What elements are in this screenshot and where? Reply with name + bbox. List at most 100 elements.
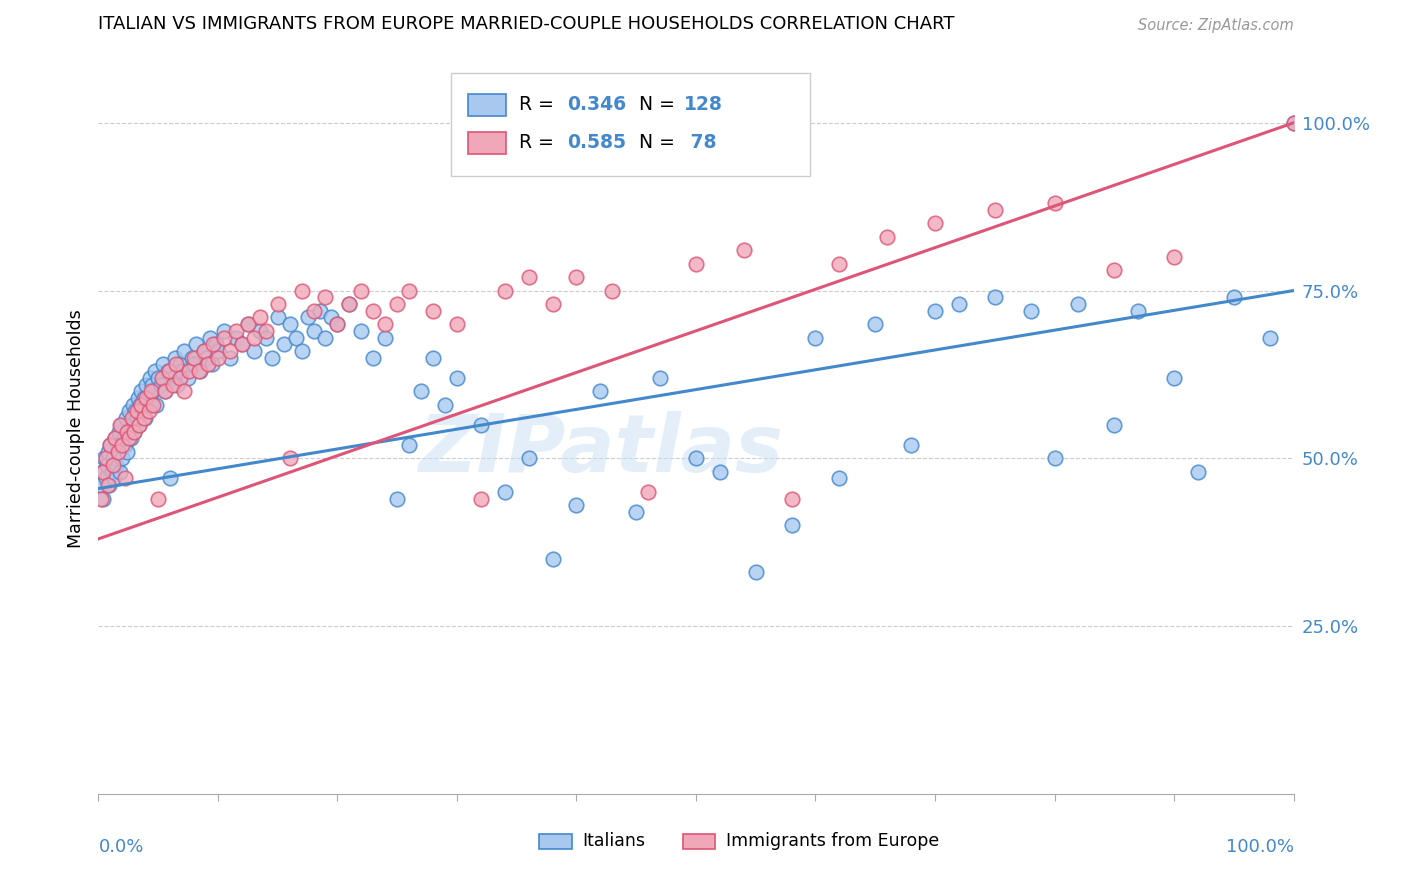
Point — [118, 404, 141, 418]
Point — [339, 297, 361, 311]
Point — [91, 465, 114, 479]
Point — [1223, 290, 1246, 304]
Point — [302, 303, 325, 318]
Point — [231, 337, 253, 351]
FancyBboxPatch shape — [451, 73, 810, 176]
Point — [685, 451, 707, 466]
Point — [236, 317, 259, 331]
Point — [308, 303, 330, 318]
Point — [193, 343, 215, 358]
Point — [131, 398, 153, 412]
Point — [1282, 116, 1305, 130]
Point — [121, 411, 143, 425]
Point — [626, 505, 648, 519]
Point — [470, 491, 492, 506]
Point — [100, 465, 122, 479]
Point — [278, 451, 301, 466]
Text: 78: 78 — [685, 134, 717, 153]
Point — [900, 438, 922, 452]
Point — [212, 330, 235, 344]
Point — [780, 491, 803, 506]
Point — [243, 343, 266, 358]
Point — [565, 270, 588, 285]
Point — [122, 398, 145, 412]
Point — [198, 330, 221, 344]
Point — [128, 417, 150, 432]
Point — [284, 330, 307, 344]
Point — [117, 425, 139, 439]
Point — [804, 330, 827, 344]
Point — [173, 384, 195, 399]
Point — [204, 337, 226, 351]
Point — [110, 417, 132, 432]
Point — [745, 566, 768, 580]
Point — [108, 417, 131, 432]
Point — [201, 358, 224, 372]
Text: Italians: Italians — [582, 832, 645, 850]
Point — [385, 297, 409, 311]
Point — [124, 425, 146, 439]
Text: 0.346: 0.346 — [567, 95, 626, 114]
Point — [90, 478, 112, 492]
Point — [434, 398, 457, 412]
Point — [186, 337, 208, 351]
Point — [422, 351, 444, 365]
Point — [93, 451, 115, 466]
Point — [374, 317, 396, 331]
Point — [254, 324, 277, 338]
Point — [1258, 330, 1281, 344]
Point — [128, 417, 150, 432]
Point — [733, 244, 755, 258]
Point — [411, 384, 433, 399]
Point — [924, 303, 946, 318]
Point — [90, 491, 112, 506]
Text: 100.0%: 100.0% — [1226, 838, 1294, 855]
Point — [648, 371, 672, 385]
Point — [143, 364, 166, 378]
Point — [97, 444, 120, 458]
Point — [127, 391, 149, 405]
Point — [565, 499, 588, 513]
Point — [273, 337, 295, 351]
Text: ITALIAN VS IMMIGRANTS FROM EUROPE MARRIED-COUPLE HOUSEHOLDS CORRELATION CHART: ITALIAN VS IMMIGRANTS FROM EUROPE MARRIE… — [98, 15, 955, 33]
Point — [948, 297, 970, 311]
Point — [139, 384, 162, 399]
Point — [780, 518, 803, 533]
Point — [202, 337, 225, 351]
Point — [315, 290, 337, 304]
Point — [326, 317, 349, 331]
Point — [111, 451, 134, 466]
Point — [236, 317, 259, 331]
Point — [107, 425, 129, 439]
Point — [225, 324, 247, 338]
Point — [188, 364, 211, 378]
Point — [134, 411, 156, 425]
Point — [924, 217, 946, 231]
Point — [1043, 451, 1066, 466]
Point — [139, 398, 162, 412]
Point — [125, 404, 148, 418]
Point — [494, 284, 516, 298]
Text: N =: N = — [638, 95, 681, 114]
Text: 0.0%: 0.0% — [98, 838, 143, 855]
Point — [131, 404, 153, 418]
FancyBboxPatch shape — [468, 94, 506, 116]
Point — [135, 377, 157, 392]
Point — [219, 343, 242, 358]
Point — [105, 458, 128, 472]
Point — [297, 310, 319, 325]
Point — [132, 391, 155, 405]
Point — [101, 458, 124, 472]
Point — [1163, 371, 1185, 385]
Point — [350, 324, 373, 338]
Point — [984, 203, 1007, 218]
Point — [111, 438, 134, 452]
Point — [1187, 465, 1209, 479]
Point — [1019, 303, 1042, 318]
Point — [339, 297, 361, 311]
Point — [159, 471, 181, 485]
Point — [94, 451, 117, 466]
Point — [152, 358, 174, 372]
FancyBboxPatch shape — [683, 834, 716, 849]
Point — [115, 444, 138, 458]
